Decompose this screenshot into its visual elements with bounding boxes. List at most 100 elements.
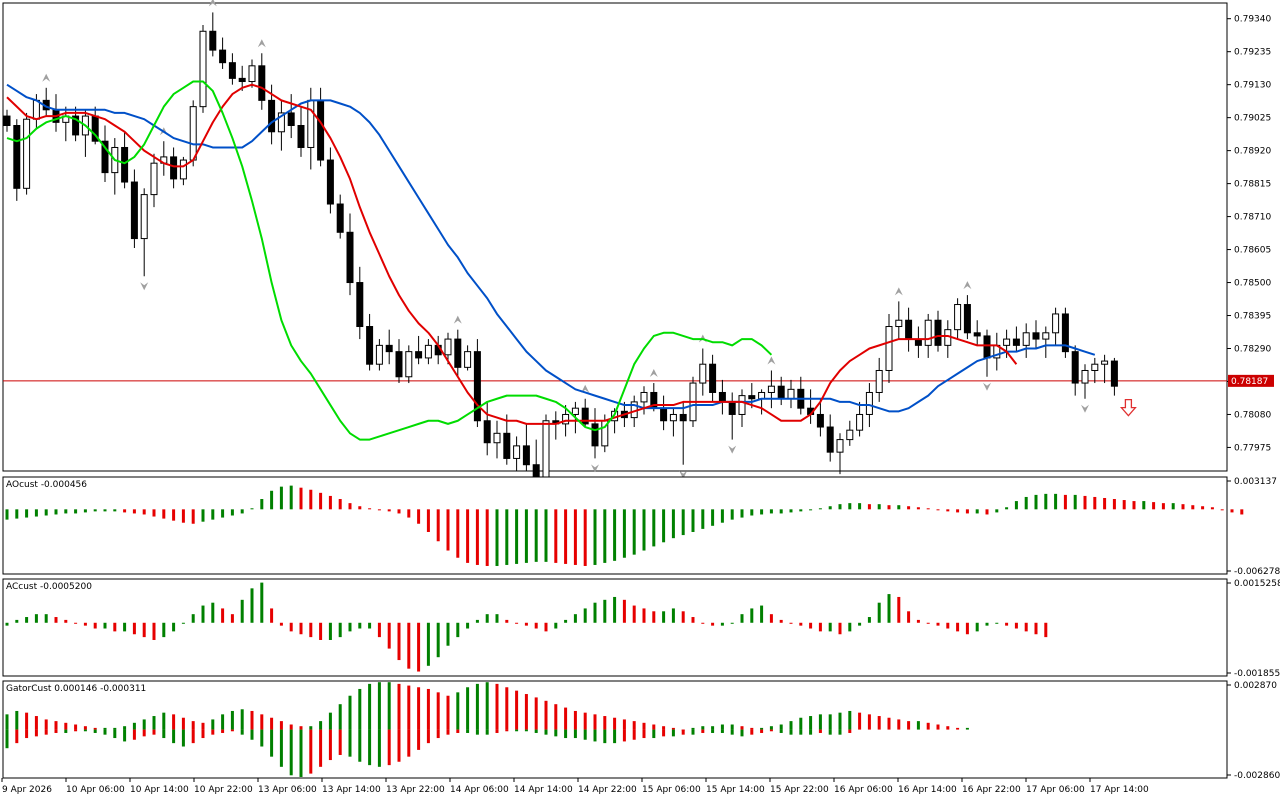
candle[interactable]	[454, 329, 462, 377]
gator-tick-label: -0.002860	[1234, 771, 1280, 781]
candle[interactable]	[767, 370, 775, 409]
candle[interactable]	[493, 420, 501, 459]
candle[interactable]	[826, 414, 834, 462]
candle[interactable]	[885, 313, 893, 384]
candle[interactable]	[219, 37, 227, 69]
price-tick-label: 0.78080	[1234, 410, 1271, 420]
gator-upper-bar	[103, 727, 107, 730]
ao-bar	[83, 509, 87, 513]
candle[interactable]	[326, 147, 334, 214]
candle[interactable]	[679, 401, 687, 465]
candle[interactable]	[356, 266, 364, 340]
candle[interactable]	[1101, 354, 1109, 384]
candle[interactable]	[816, 398, 824, 437]
candle-body	[72, 115, 80, 136]
candle[interactable]	[709, 354, 717, 402]
candle[interactable]	[140, 188, 148, 277]
candle[interactable]	[199, 24, 207, 113]
candle[interactable]	[346, 213, 354, 296]
candle[interactable]	[513, 436, 521, 471]
gator-upper-bar	[309, 726, 313, 730]
ao-bar	[1034, 494, 1038, 510]
candle[interactable]	[738, 389, 746, 428]
candle[interactable]	[483, 401, 491, 456]
candle[interactable]	[366, 313, 374, 371]
candle[interactable]	[1052, 307, 1060, 346]
candle[interactable]	[503, 414, 511, 465]
candle[interactable]	[121, 131, 129, 189]
candle[interactable]	[1061, 307, 1069, 358]
candle[interactable]	[1081, 364, 1089, 399]
candle[interactable]	[385, 329, 393, 365]
candle[interactable]	[130, 169, 138, 248]
candle[interactable]	[1022, 323, 1030, 358]
candle[interactable]	[150, 153, 158, 208]
candle[interactable]	[3, 109, 11, 132]
candle[interactable]	[375, 339, 383, 371]
candle[interactable]	[875, 357, 883, 402]
candle[interactable]	[13, 119, 21, 201]
candle[interactable]	[699, 348, 707, 396]
candle-body	[748, 395, 756, 400]
gator-upper-bar	[230, 710, 234, 730]
ac-pane[interactable]: 0.0015258 -0.0018554 ACcust -0.0005200	[2, 578, 1280, 679]
candle[interactable]	[1032, 320, 1040, 349]
candle[interactable]	[444, 332, 452, 365]
candle[interactable]	[336, 194, 344, 239]
candle[interactable]	[101, 125, 109, 183]
ac-bar	[93, 622, 97, 629]
candle[interactable]	[424, 339, 432, 365]
candle[interactable]	[415, 335, 423, 365]
ao-pane[interactable]: 0.003137 -0.006278 AOcust -0.000456	[2, 476, 1280, 577]
gator-upper-bar	[505, 687, 509, 730]
price-pane[interactable]: 0.79340 0.79235 0.79130 0.79025 0.78920 0.788…	[2, 0, 1274, 504]
gator-upper-bar	[162, 712, 166, 730]
candle[interactable]	[669, 408, 677, 437]
gator-pane[interactable]: 0.002870 -0.002860 GatorCust 0.000146 -0.0…	[2, 680, 1280, 781]
candle[interactable]	[287, 94, 295, 139]
candle[interactable]	[1071, 345, 1079, 396]
candle[interactable]	[581, 398, 589, 428]
candle[interactable]	[846, 420, 854, 446]
candle[interactable]	[170, 147, 178, 189]
candle[interactable]	[228, 53, 236, 85]
gator-upper-bar	[720, 724, 724, 730]
candle[interactable]	[395, 339, 403, 384]
candle[interactable]	[924, 313, 932, 358]
candle[interactable]	[1042, 326, 1050, 358]
gator-lower-bar	[593, 729, 597, 742]
candle[interactable]	[209, 12, 217, 57]
candle[interactable]	[277, 100, 285, 151]
candle[interactable]	[934, 310, 942, 352]
candle[interactable]	[405, 345, 413, 384]
candle[interactable]	[963, 295, 971, 340]
candle[interactable]	[1091, 357, 1099, 384]
candle[interactable]	[856, 401, 864, 437]
candle[interactable]	[473, 339, 481, 428]
gator-upper-bar	[279, 721, 283, 730]
candle[interactable]	[1012, 326, 1020, 352]
candle[interactable]	[258, 53, 266, 110]
candle[interactable]	[1110, 357, 1118, 396]
gator-upper-bar	[113, 727, 117, 730]
gator-lower-bar	[789, 729, 793, 735]
candle[interactable]	[836, 433, 844, 475]
candle[interactable]	[248, 59, 256, 88]
candle[interactable]	[895, 301, 903, 340]
candle[interactable]	[954, 298, 962, 340]
ac-bar	[946, 622, 950, 629]
candle[interactable]	[542, 414, 550, 487]
candle[interactable]	[179, 156, 187, 186]
candle[interactable]	[464, 345, 472, 371]
candle-body	[464, 351, 472, 368]
candle[interactable]	[591, 408, 599, 459]
gator-lower-bar	[279, 729, 283, 767]
candle[interactable]	[640, 386, 648, 415]
candle[interactable]	[297, 106, 305, 157]
candle[interactable]	[973, 320, 981, 346]
candle[interactable]	[23, 112, 31, 195]
candle[interactable]	[522, 423, 530, 471]
candle-body	[405, 351, 413, 378]
